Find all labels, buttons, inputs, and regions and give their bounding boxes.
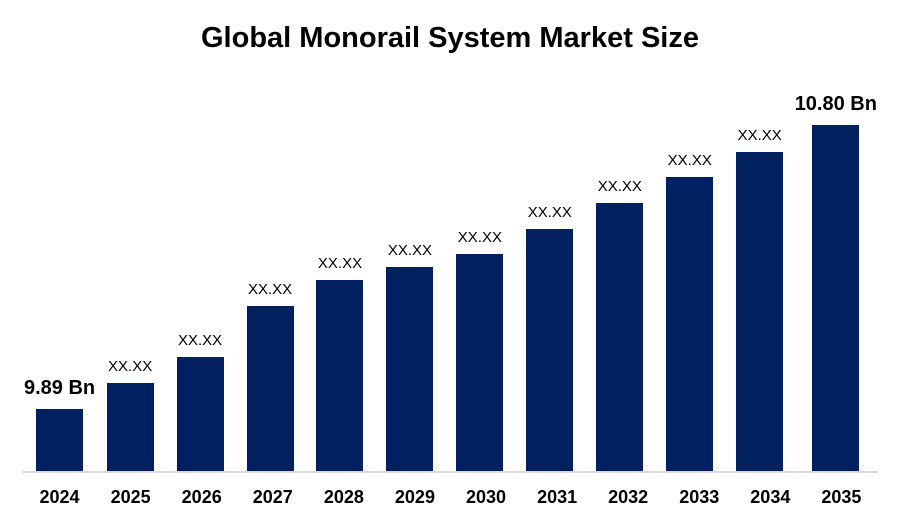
bar-2033 [666,177,714,471]
bar-2025 [106,383,154,471]
bar-column-2035: 10.80 Bn [795,71,877,471]
x-axis-line [22,471,878,473]
bar-value-label-2032: XX.XX [597,178,642,195]
bar-value-label-2028: XX.XX [317,255,363,272]
x-axis-label-2028: 2028 [323,487,364,507]
bar-2030 [456,254,504,471]
bar-column-2031: XX.XX [515,71,585,471]
x-axis-label-2033: 2033 [679,487,720,507]
bar-column-2034: XX.XX [725,71,795,471]
x-axis-label-2034: 2034 [750,487,791,507]
x-axis-label-2031: 2031 [537,487,578,507]
x-axis-label-2026: 2026 [181,487,222,507]
x-axis-label-2030: 2030 [465,487,507,507]
bar-column-2025: XX.XX [95,71,165,471]
plot-area: 9.89 Bn XX.XX XX.XX XX.XX XX.XX XX.XX XX.XX XX.… [24,71,877,471]
bar-column-2030: XX.XX [445,71,515,471]
bar-2028 [316,280,364,471]
bar-2029 [386,267,434,471]
x-axis-label-2035: 2035 [821,487,862,507]
bar-value-label-2024: 9.89 Bn [24,377,96,399]
bar-column-2026: XX.XX [165,71,235,471]
x-axis-label-2027: 2027 [252,487,293,507]
bar-value-label-2031: XX.XX [527,204,572,221]
x-axis-label-2024: 2024 [39,487,80,507]
x-axis-label-2025: 2025 [110,487,151,507]
bar-column-2027: XX.XX [235,71,305,471]
bar-value-label-2034: XX.XX [737,127,782,144]
bar-value-label-2030: XX.XX [457,229,502,246]
bar-column-2032: XX.XX [585,71,655,471]
chart-title: Global Monorail System Market Size [201,22,699,54]
bar-column-2033: XX.XX [655,71,725,471]
bar-2032 [596,203,644,471]
bar-column-2024: 9.89 Bn [24,71,95,471]
bar-column-2028: XX.XX [305,71,375,471]
bar-value-label-2029: XX.XX [387,242,433,259]
bar-value-label-2035: 10.80 Bn [794,93,877,115]
bar-2034 [736,152,784,471]
bar-2024 [36,409,84,471]
bar-2035 [812,125,860,471]
bar-value-label-2033: XX.XX [667,152,712,169]
bar-2027 [246,306,294,471]
bar-2026 [176,357,224,471]
bar-value-label-2026: XX.XX [177,332,223,349]
x-axis-label-2032: 2032 [608,487,649,507]
bar-value-label-2025: XX.XX [108,358,153,375]
x-axis-labels: 2024 2025 2026 2027 2028 2029 2030 2031 2032 2033… [24,487,877,508]
bar-column-2029: XX.XX [375,71,445,471]
x-axis-label-2029: 2029 [394,487,435,507]
bar-2031 [526,229,574,471]
bar-value-label-2027: XX.XX [247,281,293,298]
